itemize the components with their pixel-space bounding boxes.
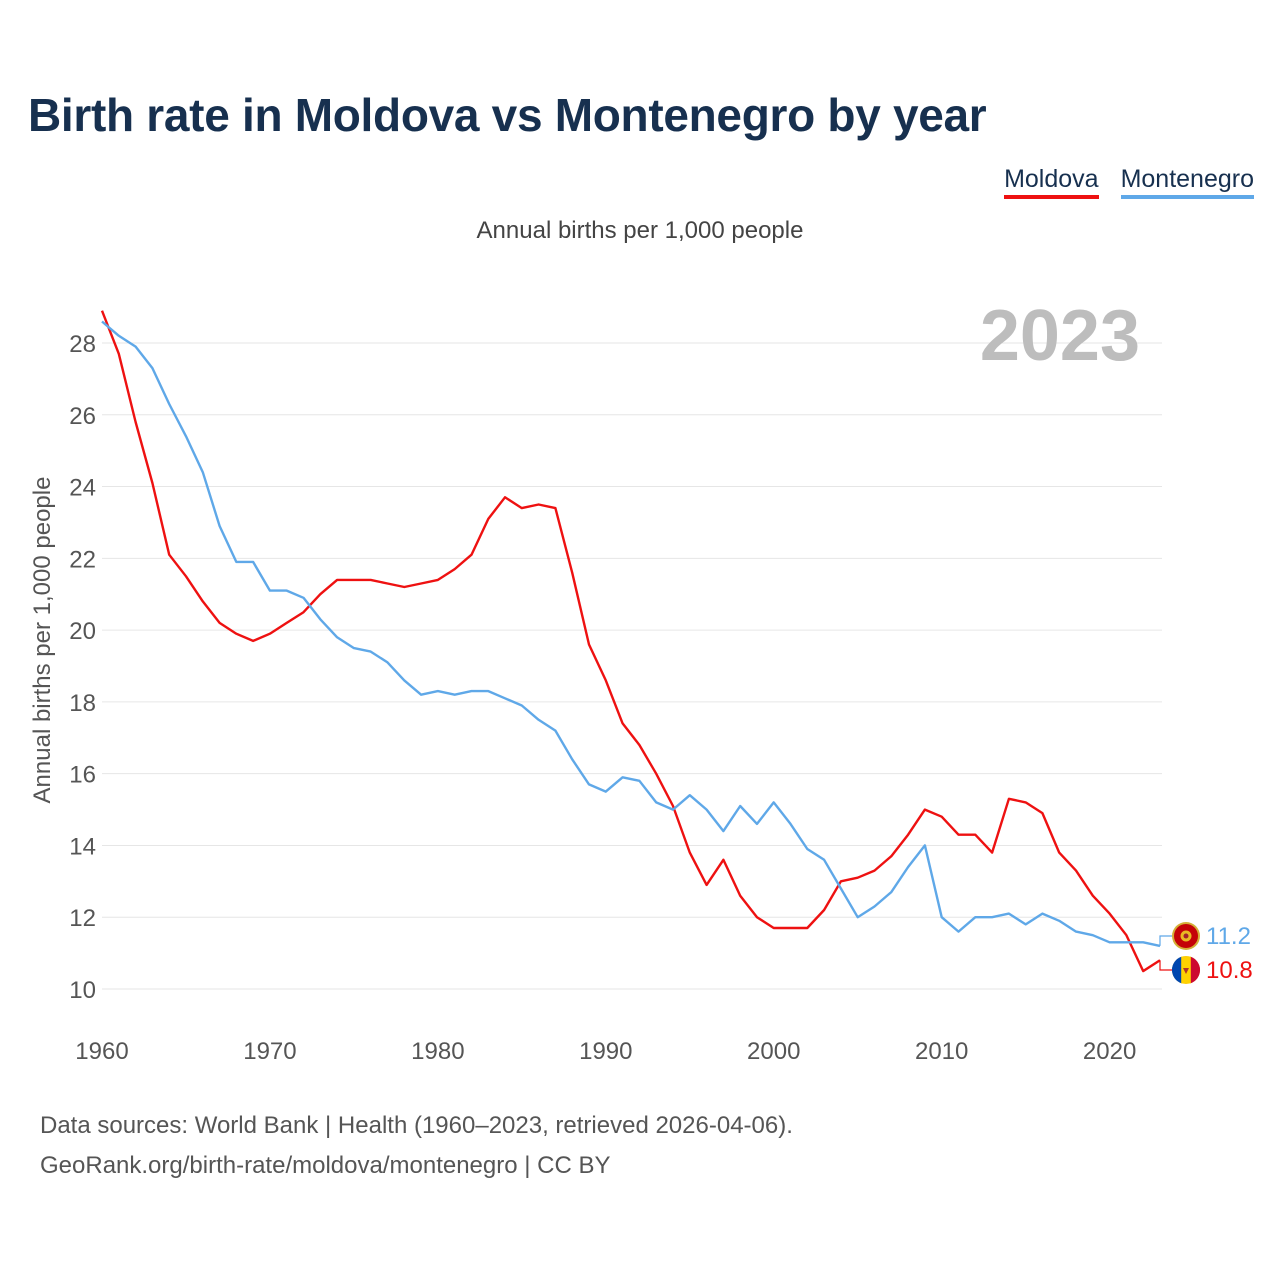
y-axis-label: Annual births per 1,000 people xyxy=(29,477,56,804)
end-label-montenegro: 11.2 xyxy=(1159,922,1251,950)
x-tick-label: 1980 xyxy=(411,1038,464,1065)
source-url[interactable]: GeoRank.org/birth-rate/moldova/montenegr… xyxy=(40,1152,611,1179)
y-tick-label: 28 xyxy=(69,331,96,358)
x-tick-label: 2000 xyxy=(747,1038,800,1065)
x-tick-label: 1960 xyxy=(75,1038,128,1065)
end-value-moldova: 10.8 xyxy=(1206,957,1253,984)
legend-item-moldova[interactable]: Moldova xyxy=(1004,165,1099,199)
chart-title: Birth rate in Moldova vs Montenegro by y… xyxy=(28,89,987,141)
x-tick-label: 1970 xyxy=(243,1038,296,1065)
series-line-montenegro[interactable] xyxy=(101,320,1161,948)
legend: Moldova Montenegro xyxy=(1004,165,1254,199)
y-tick-label: 12 xyxy=(69,905,96,932)
series-line-moldova[interactable] xyxy=(100,310,1161,973)
y-tick-label: 24 xyxy=(69,475,96,502)
chart-subtitle: Annual births per 1,000 people xyxy=(476,217,804,244)
y-tick-label: 20 xyxy=(69,618,96,645)
year-label: 2023 xyxy=(980,296,1140,376)
y-tick-label: 14 xyxy=(69,833,96,860)
y-tick-label: 18 xyxy=(69,690,96,717)
x-tick-label: 2020 xyxy=(1083,1038,1136,1065)
flag-montenegro-icon xyxy=(1172,922,1200,950)
source-note: Data sources: World Bank | Health (1960–… xyxy=(40,1112,793,1139)
flag-moldova-icon xyxy=(1171,956,1201,984)
x-tick-label: 2010 xyxy=(915,1038,968,1065)
end-label-moldova: 10.8 xyxy=(1159,956,1253,984)
y-tick-label: 16 xyxy=(69,762,96,789)
footer: Data sources: World Bank | Health (1960–… xyxy=(40,1106,793,1186)
y-tick-label: 22 xyxy=(69,546,96,573)
legend-item-montenegro[interactable]: Montenegro xyxy=(1120,165,1254,199)
y-tick-label: 10 xyxy=(69,977,96,1004)
x-tick-label: 1990 xyxy=(579,1038,632,1065)
end-value-montenegro: 11.2 xyxy=(1206,923,1251,950)
y-tick-label: 26 xyxy=(69,403,96,430)
